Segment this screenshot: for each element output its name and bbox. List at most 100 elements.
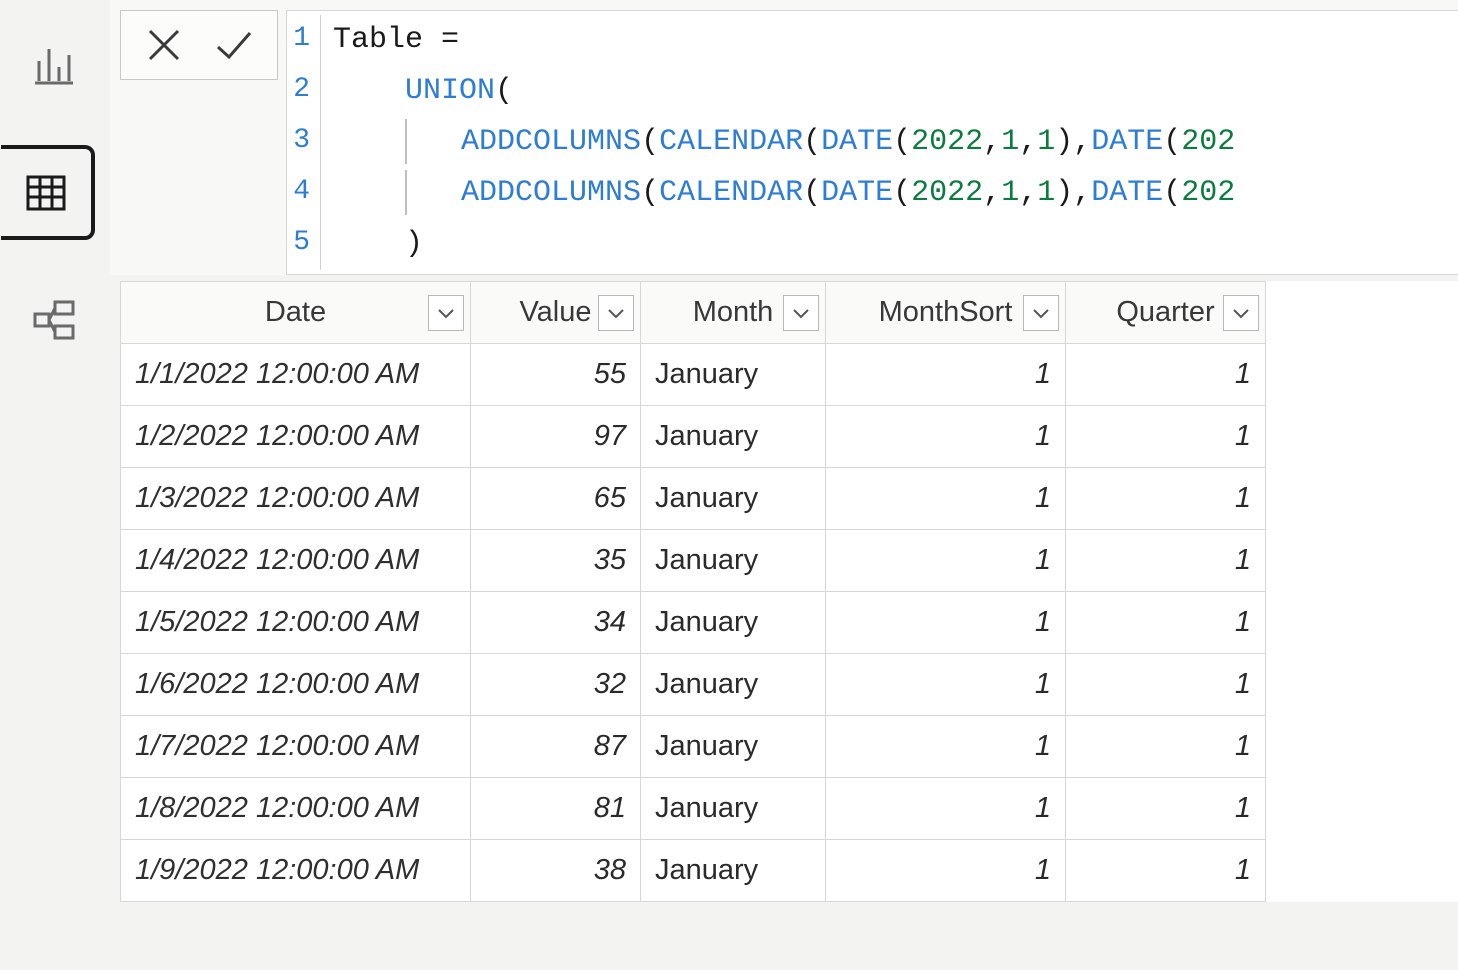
formula-action-group (120, 10, 278, 80)
column-label: Quarter (1116, 296, 1214, 328)
cell-month: January (641, 344, 826, 406)
cell-date: 1/8/2022 12:00:00 AM (121, 778, 471, 840)
table-row[interactable]: 1/3/2022 12:00:00 AM65January11 (121, 468, 1266, 530)
check-icon (212, 23, 256, 67)
column-filter-button[interactable] (783, 295, 819, 331)
app-root: 1Table = 2 UNION(3 ADDCOLUMNS(CALENDAR(D… (0, 0, 1458, 970)
cell-quarter: 1 (1066, 778, 1266, 840)
table-body: 1/1/2022 12:00:00 AM55January111/2/2022 … (121, 344, 1266, 902)
column-filter-button[interactable] (598, 295, 634, 331)
cell-value: 87 (471, 716, 641, 778)
data-table: Date Value Month MonthSort Quarter 1/1/2022 … (120, 281, 1266, 902)
cell-date: 1/4/2022 12:00:00 AM (121, 530, 471, 592)
table-row[interactable]: 1/9/2022 12:00:00 AM38January11 (121, 840, 1266, 902)
cell-date: 1/1/2022 12:00:00 AM (121, 344, 471, 406)
cell-date: 1/7/2022 12:00:00 AM (121, 716, 471, 778)
cell-value: 38 (471, 840, 641, 902)
cell-quarter: 1 (1066, 530, 1266, 592)
cell-date: 1/6/2022 12:00:00 AM (121, 654, 471, 716)
line-number: 1 (287, 15, 321, 66)
cell-month: January (641, 778, 826, 840)
code-content: ) (333, 219, 423, 270)
column-filter-button[interactable] (1223, 295, 1259, 331)
code-content: ADDCOLUMNS(CALENDAR(DATE(2022,1,1),DATE(… (333, 168, 1235, 219)
view-nav-rail (0, 0, 110, 970)
cell-month: January (641, 592, 826, 654)
nav-model-view[interactable] (15, 280, 95, 360)
column-header-msort[interactable]: MonthSort (826, 282, 1066, 344)
line-number: 2 (287, 66, 321, 117)
table-header-row: Date Value Month MonthSort Quarter (121, 282, 1266, 344)
chevron-down-icon (607, 307, 625, 319)
cell-msort: 1 (826, 468, 1066, 530)
cell-date: 1/9/2022 12:00:00 AM (121, 840, 471, 902)
line-number: 4 (287, 168, 321, 219)
cell-quarter: 1 (1066, 716, 1266, 778)
main-area: 1Table = 2 UNION(3 ADDCOLUMNS(CALENDAR(D… (110, 0, 1458, 970)
column-filter-button[interactable] (1023, 295, 1059, 331)
line-number: 3 (287, 117, 321, 168)
cell-msort: 1 (826, 778, 1066, 840)
table-row[interactable]: 1/7/2022 12:00:00 AM87January11 (121, 716, 1266, 778)
commit-formula-button[interactable] (199, 15, 269, 75)
table-row[interactable]: 1/8/2022 12:00:00 AM81January11 (121, 778, 1266, 840)
table-row[interactable]: 1/4/2022 12:00:00 AM35January11 (121, 530, 1266, 592)
column-filter-button[interactable] (428, 295, 464, 331)
dax-editor[interactable]: 1Table = 2 UNION(3 ADDCOLUMNS(CALENDAR(D… (286, 10, 1458, 275)
code-content: ADDCOLUMNS(CALENDAR(DATE(2022,1,1),DATE(… (333, 117, 1235, 168)
nav-report-view[interactable] (15, 25, 95, 105)
cell-quarter: 1 (1066, 344, 1266, 406)
cell-month: January (641, 468, 826, 530)
cell-value: 65 (471, 468, 641, 530)
code-line: 3 ADDCOLUMNS(CALENDAR(DATE(2022,1,1),DAT… (287, 117, 1458, 168)
cell-msort: 1 (826, 344, 1066, 406)
cell-msort: 1 (826, 406, 1066, 468)
cell-quarter: 1 (1066, 468, 1266, 530)
cell-msort: 1 (826, 840, 1066, 902)
code-content: Table = (333, 15, 477, 66)
bar-chart-icon (31, 41, 79, 89)
column-header-date[interactable]: Date (121, 282, 471, 344)
cell-value: 55 (471, 344, 641, 406)
table-icon (22, 169, 70, 217)
cell-quarter: 1 (1066, 654, 1266, 716)
close-icon (142, 23, 186, 67)
cell-msort: 1 (826, 654, 1066, 716)
line-number: 5 (287, 219, 321, 270)
column-header-month[interactable]: Month (641, 282, 826, 344)
cell-value: 97 (471, 406, 641, 468)
column-header-quarter[interactable]: Quarter (1066, 282, 1266, 344)
cell-date: 1/3/2022 12:00:00 AM (121, 468, 471, 530)
column-header-value[interactable]: Value (471, 282, 641, 344)
cell-date: 1/5/2022 12:00:00 AM (121, 592, 471, 654)
column-label: Date (265, 296, 326, 328)
cell-quarter: 1 (1066, 592, 1266, 654)
nav-data-view[interactable] (1, 145, 95, 240)
cell-month: January (641, 530, 826, 592)
code-line: 2 UNION( (287, 66, 1458, 117)
cell-quarter: 1 (1066, 840, 1266, 902)
data-table-wrap: Date Value Month MonthSort Quarter 1/1/2022 … (120, 281, 1458, 902)
table-row[interactable]: 1/1/2022 12:00:00 AM55January11 (121, 344, 1266, 406)
cell-msort: 1 (826, 716, 1066, 778)
formula-bar: 1Table = 2 UNION(3 ADDCOLUMNS(CALENDAR(D… (110, 0, 1458, 275)
cell-msort: 1 (826, 530, 1066, 592)
code-line: 5 ) (287, 219, 1458, 270)
code-content: UNION( (333, 66, 513, 117)
table-row[interactable]: 1/2/2022 12:00:00 AM97January11 (121, 406, 1266, 468)
column-label: MonthSort (879, 296, 1013, 328)
cell-month: January (641, 406, 826, 468)
cell-month: January (641, 716, 826, 778)
cell-quarter: 1 (1066, 406, 1266, 468)
cancel-formula-button[interactable] (129, 15, 199, 75)
chevron-down-icon (792, 307, 810, 319)
table-row[interactable]: 1/5/2022 12:00:00 AM34January11 (121, 592, 1266, 654)
cell-value: 35 (471, 530, 641, 592)
code-line: 1Table = (287, 15, 1458, 66)
cell-msort: 1 (826, 592, 1066, 654)
cell-value: 81 (471, 778, 641, 840)
cell-value: 34 (471, 592, 641, 654)
model-icon (31, 296, 79, 344)
table-row[interactable]: 1/6/2022 12:00:00 AM32January11 (121, 654, 1266, 716)
column-label: Month (693, 296, 774, 328)
